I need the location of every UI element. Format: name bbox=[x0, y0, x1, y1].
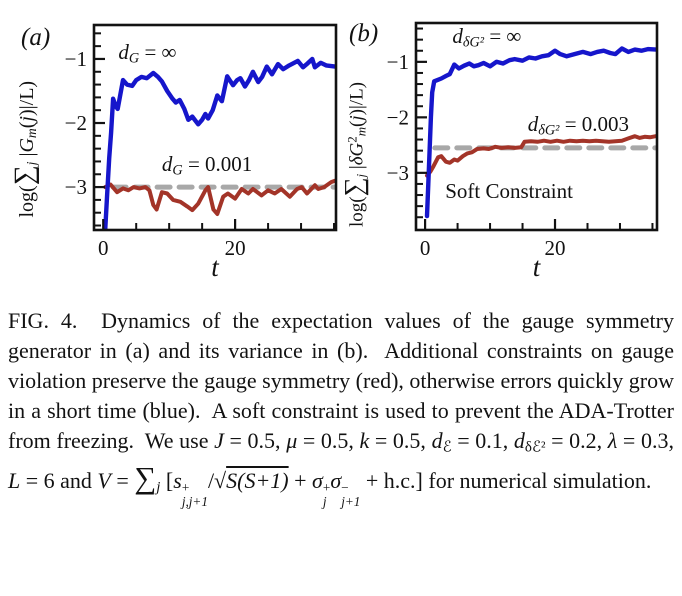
plots-row: 0 20 −1 −2 −3 t 0 20 −1 −2 −3 t dG = ∞ dG = 0.001 lo… bbox=[9, 20, 659, 282]
text-segment: σ bbox=[312, 467, 323, 493]
text-segment: σ bbox=[330, 467, 342, 493]
series-unconstrained-blue-b bbox=[424, 46, 657, 219]
math-scripts: + j bbox=[322, 480, 331, 510]
x-tick-label: 0 bbox=[420, 236, 431, 260]
text-segment: = 0.2, bbox=[545, 428, 608, 453]
text-segment: μ bbox=[286, 428, 298, 453]
text-segment: = bbox=[110, 467, 135, 493]
series-constrained-red-a bbox=[103, 178, 336, 216]
y-tick-label: −1 bbox=[65, 47, 87, 71]
text-segment: /√ bbox=[207, 467, 227, 493]
text-segment: J bbox=[214, 428, 224, 453]
text-segment: + bbox=[288, 467, 313, 493]
series-constrained-red-b bbox=[425, 134, 657, 178]
text-segment: = 0.5, bbox=[369, 428, 432, 453]
x-tick-label: 20 bbox=[225, 236, 246, 260]
axes-box bbox=[92, 23, 338, 232]
text-segment: V bbox=[97, 467, 111, 493]
text-segment: L bbox=[8, 467, 21, 493]
text-segment: s bbox=[173, 467, 182, 493]
text-segment: λ bbox=[607, 428, 618, 453]
y-tick-label: −2 bbox=[387, 105, 409, 129]
text-segment: δℰ² bbox=[524, 439, 546, 456]
text-segment: ∑ bbox=[134, 460, 157, 495]
y-tick-label: −1 bbox=[387, 50, 409, 74]
panel-a-chart: 0 20 −1 −2 −3 t bbox=[65, 23, 338, 282]
x-tick-label: 20 bbox=[545, 236, 566, 260]
text-segment: d bbox=[513, 428, 525, 453]
text-segment: d bbox=[431, 428, 443, 453]
text-segment: = 0.3, bbox=[617, 428, 674, 453]
text-segment: k bbox=[359, 428, 370, 453]
y-tick-label: −3 bbox=[387, 161, 409, 185]
axes-box bbox=[414, 21, 659, 232]
y-tick-label: −3 bbox=[65, 175, 87, 199]
panel-b-label: (b) bbox=[349, 20, 379, 47]
text-segment: = 6 and bbox=[20, 467, 98, 493]
math-scripts: − j+1 bbox=[341, 480, 361, 510]
text-segment: [ bbox=[160, 467, 174, 493]
text-segment: = 0.5, bbox=[223, 428, 287, 453]
y-tick-label: −2 bbox=[65, 111, 87, 135]
text-segment: FIG. 4. Dynamics of the expectation valu… bbox=[8, 308, 674, 453]
text-segment: S(S+1) bbox=[226, 467, 289, 493]
panel-a-label: (a) bbox=[21, 24, 51, 51]
x-axis-label: t bbox=[533, 252, 542, 282]
x-tick-label: 0 bbox=[98, 236, 109, 260]
math-scripts: + j,j+1 bbox=[181, 480, 208, 510]
text-segment: + h.c.] for numerical simulation. bbox=[360, 467, 652, 493]
panel-b-chart: 0 20 −1 −2 −3 t bbox=[387, 21, 659, 282]
text-segment: ℰ bbox=[442, 439, 452, 456]
text-segment: = 0.1, bbox=[451, 428, 514, 453]
series-unconstrained-blue-a bbox=[102, 56, 336, 230]
figure-caption: FIG. 4. Dynamics of the expectation valu… bbox=[8, 306, 674, 509]
text-segment: j bbox=[156, 479, 161, 496]
x-axis-label: t bbox=[211, 252, 220, 282]
text-segment: = 0.5, bbox=[297, 428, 360, 453]
